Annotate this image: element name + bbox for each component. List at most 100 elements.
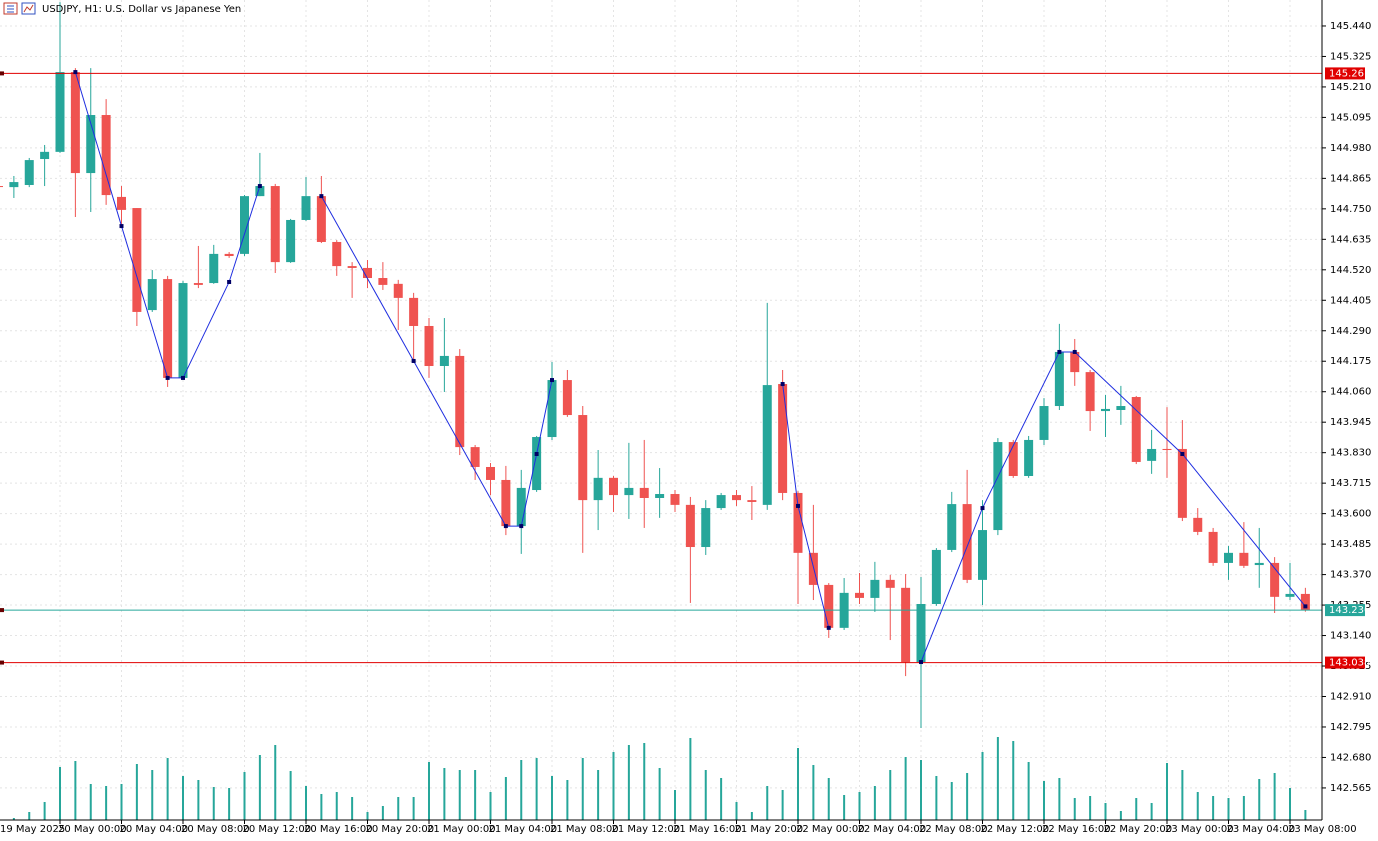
volume-bar — [889, 770, 892, 820]
volume-bar — [996, 737, 999, 820]
volume-bar — [1289, 788, 1291, 820]
candle-body — [86, 115, 96, 174]
price-level-handle — [0, 71, 4, 76]
y-tick-label: 143.485 — [1330, 539, 1371, 550]
candle-body — [1039, 406, 1049, 440]
volume-bar — [627, 745, 630, 820]
y-tick-label: 143.830 — [1330, 448, 1371, 459]
zigzag-point — [534, 451, 539, 456]
candle-body — [562, 380, 572, 416]
candle-body — [486, 466, 495, 480]
volume-bar — [458, 770, 461, 820]
volume-bar — [750, 812, 753, 820]
zigzag-point — [319, 194, 324, 199]
price-level-handle — [0, 608, 4, 613]
candle-body — [316, 196, 326, 242]
candle-body — [593, 477, 603, 501]
y-tick-label: 145.210 — [1330, 82, 1371, 93]
volume-bar — [904, 757, 907, 820]
zigzag-point — [1180, 451, 1185, 456]
volume-bar — [397, 797, 400, 820]
volume-bar — [966, 773, 969, 820]
candle-body — [132, 208, 142, 312]
chart-icon-line — [23, 4, 34, 13]
volume-bar — [1181, 770, 1184, 820]
candle-body — [424, 325, 434, 367]
y-tick-label: 143.370 — [1330, 570, 1371, 581]
volume-bar — [1166, 763, 1168, 820]
candle-body — [378, 278, 388, 285]
candle-body — [178, 283, 188, 378]
x-tick-label: 22 May 12:00 — [981, 824, 1050, 835]
zigzag-point — [780, 382, 785, 387]
candle-body — [1224, 552, 1233, 563]
candle-body — [209, 253, 219, 284]
candle-body — [1101, 408, 1110, 412]
candle-body — [255, 186, 265, 197]
volume-bar — [720, 778, 723, 820]
candle-body — [762, 385, 772, 505]
price-level-handle — [0, 660, 4, 665]
x-tick-label: 22 May 16:00 — [1042, 824, 1111, 835]
zigzag-point — [73, 70, 78, 75]
y-tick-label: 143.140 — [1330, 631, 1371, 642]
zigzag-point — [165, 375, 170, 380]
volume-bar — [274, 745, 277, 820]
candle-body — [778, 384, 788, 493]
candle-body — [286, 219, 296, 263]
volume-bar — [843, 795, 846, 820]
volume-bar — [827, 778, 830, 820]
candle-body — [885, 579, 895, 588]
y-tick-label: 142.910 — [1330, 691, 1371, 702]
volume-bar — [1135, 798, 1138, 820]
volume-bar — [289, 771, 292, 820]
volume-bar — [535, 758, 538, 820]
volume-bar — [43, 802, 46, 820]
y-tick-label: 144.405 — [1330, 295, 1371, 306]
volume-bar — [305, 786, 307, 820]
y-tick-label: 143.945 — [1330, 417, 1371, 428]
zigzag-point — [980, 506, 985, 511]
candle-body — [439, 355, 449, 367]
x-tick-label: 20 May 12:00 — [243, 824, 312, 835]
candle-body — [70, 72, 80, 174]
zigzag-point — [257, 184, 262, 189]
y-tick-label: 142.680 — [1330, 752, 1371, 763]
volume-bar — [443, 768, 446, 820]
candle-body — [793, 492, 803, 553]
volume-bar — [935, 776, 938, 820]
volume-bar — [581, 758, 584, 820]
x-tick-label: 23 May 08:00 — [1288, 824, 1357, 835]
volume-bar — [1242, 796, 1245, 820]
candle-body — [270, 186, 280, 263]
volume-bar — [243, 772, 246, 820]
candle-body — [1300, 593, 1310, 611]
volume-bar — [1058, 778, 1061, 820]
candle-body — [1162, 448, 1172, 451]
candle-body — [732, 495, 741, 501]
volume-bar — [1304, 810, 1307, 820]
zigzag-line — [74, 71, 1306, 663]
candle-body — [1285, 593, 1295, 597]
volume-bar — [643, 743, 646, 820]
candle-body — [393, 283, 403, 298]
candle-body — [1193, 517, 1203, 532]
x-tick-label: 21 May 00:00 — [427, 824, 496, 835]
x-tick-label: 20 May 16:00 — [304, 824, 373, 835]
volume-bar — [1258, 779, 1261, 820]
candle-body — [1024, 439, 1034, 476]
volume-bar — [704, 770, 707, 820]
zigzag-point — [519, 524, 524, 529]
x-tick-label: 21 May 12:00 — [612, 824, 681, 835]
candle-body — [347, 266, 357, 268]
volume-bar — [428, 762, 430, 820]
x-tick-label: 23 May 04:00 — [1227, 824, 1296, 835]
candle-body — [947, 504, 957, 550]
symbol-title: USDJPY, H1: U.S. Dollar vs Japanese Yen — [42, 4, 241, 15]
y-tick-label: 143.600 — [1330, 509, 1371, 520]
volume-bar — [1119, 811, 1122, 820]
price-level-label: 145.261 — [1329, 68, 1370, 79]
volume-bar — [597, 770, 600, 820]
candle-body — [916, 604, 926, 663]
zigzag-point — [919, 660, 923, 665]
